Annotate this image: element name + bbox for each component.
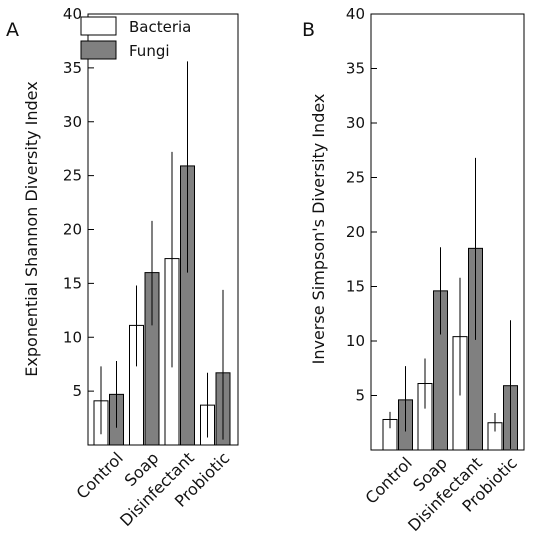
panel-a-letter: A: [6, 19, 19, 41]
panel-a-y-tick-label-2: 15: [63, 274, 82, 292]
legend-swatch-fungi: [80, 40, 117, 60]
panel-b-y-tick-label-0: 5: [355, 387, 365, 405]
legend-label-bacteria: Bacteria: [129, 18, 191, 36]
panel-a-y-tick-label-3: 20: [63, 221, 82, 239]
panel-a-y-tick-label-1: 10: [63, 328, 82, 346]
panel-a-y-tick-label-4: 25: [63, 167, 82, 185]
panel-b-y-tick-label-2: 15: [346, 278, 365, 296]
panel-b-letter: B: [302, 19, 315, 41]
panel-b-y-tick-label-4: 25: [346, 169, 365, 187]
panel-b-y-tick-label-3: 20: [346, 223, 365, 241]
panel-b-y-tick-label-6: 35: [346, 60, 365, 78]
panel-b-y-tick-label-5: 30: [346, 114, 365, 132]
panel-a-category-label-control: Control: [72, 448, 126, 502]
panel-b-y-axis-label: Inverse Simpson's Diversity Index: [309, 94, 328, 365]
legend-label-fungi: Fungi: [129, 42, 170, 60]
panel-b-category-label-control: Control: [361, 453, 415, 507]
panel-b-marks: 510152025303540ControlSoapDisinfectantPr…: [346, 5, 521, 535]
panel-a-y-tick-label-0: 5: [72, 382, 82, 400]
panel-a-y-tick-label-6: 35: [63, 59, 82, 77]
panel-a-y-axis-label: Exponential Shannon Diversity Index: [22, 81, 41, 376]
panel-a-y-tick-label-5: 30: [63, 113, 82, 131]
panel-a-y-tick-label-7: 40: [63, 5, 82, 23]
panel-b: B Inverse Simpson's Diversity Index 5 10 1…: [302, 5, 525, 535]
panel-b-y-tick-label-7: 40: [346, 5, 365, 23]
legend: Bacteria Fungi: [80, 16, 191, 60]
panel-b-y-tick-label-1: 10: [346, 332, 365, 350]
legend-swatch-bacteria: [80, 16, 117, 36]
panel-a: A Exponential Shannon Diversity Index 5 1…: [6, 5, 239, 530]
